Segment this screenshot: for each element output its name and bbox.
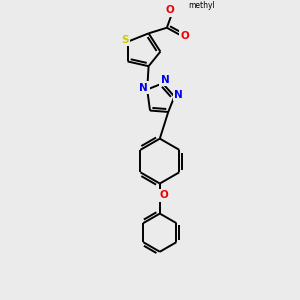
Text: O: O — [181, 31, 190, 41]
Text: N: N — [160, 75, 169, 85]
Text: O: O — [160, 190, 169, 200]
Text: S: S — [122, 34, 129, 44]
Text: O: O — [165, 5, 174, 15]
Text: methyl: methyl — [188, 1, 214, 10]
Text: N: N — [140, 83, 148, 93]
Text: N: N — [174, 90, 183, 100]
